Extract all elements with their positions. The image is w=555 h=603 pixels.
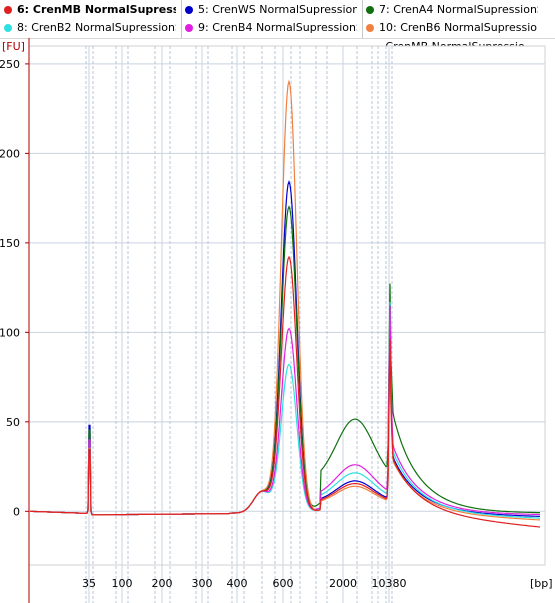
x-tick-label: 2000	[329, 577, 357, 590]
legend-label: 8: CrenB2 NormalSupressionSi...	[17, 21, 176, 34]
legend-color-dot-icon	[185, 24, 193, 32]
y-tick-label: 150	[0, 237, 20, 250]
legend-item[interactable]: 6: CrenMB NormalSupressi...	[0, 1, 176, 19]
x-tick-label: 600	[273, 577, 294, 590]
y-tick-label: 200	[0, 147, 20, 160]
legend-label: 5: CrenWS NormalSupression...	[198, 3, 357, 16]
legend-label: 6: CrenMB NormalSupressi...	[17, 3, 176, 16]
x-axis-label: [bp]	[530, 577, 553, 590]
legend-color-dot-icon	[366, 24, 374, 32]
series-line	[30, 255, 541, 528]
y-tick-label: 50	[6, 416, 20, 429]
legend-color-dot-icon	[366, 6, 374, 14]
x-tick-label: 35	[82, 577, 96, 590]
legend-label: 9: CrenB4 NormalSupressionSi...	[198, 21, 357, 34]
x-tick-label: 300	[192, 577, 213, 590]
y-tick-label: 250	[0, 58, 20, 71]
legend-item[interactable]: 7: CrenA4 NormalSupressionS...	[360, 1, 538, 19]
x-tick-label: 400	[227, 577, 248, 590]
legend-item[interactable]: 5: CrenWS NormalSupression...	[179, 1, 357, 19]
legend-item[interactable]: 10: CrenB6 NormalSupressionSi...	[360, 19, 538, 37]
legend-color-dot-icon	[185, 6, 193, 14]
x-tick-label: 200	[152, 577, 173, 590]
y-tick-label: 100	[0, 326, 20, 339]
legend-color-dot-icon	[4, 24, 12, 32]
legend-separator	[362, 0, 363, 38]
electropherogram-chart: 0 50 100 150 200 250 [FU] 35 100 200 300 400 600 2000…	[0, 38, 553, 603]
plot-area	[28, 45, 546, 566]
legend-label: 10: CrenB6 NormalSupressionSi...	[379, 21, 538, 34]
legend-panel: 6: CrenMB NormalSupressi... 5: CrenWS Nor…	[0, 0, 555, 39]
legend-label: 7: CrenA4 NormalSupressionS...	[379, 3, 538, 16]
x-tick-label: 100	[112, 577, 133, 590]
legend-item[interactable]: 8: CrenB2 NormalSupressionSi...	[0, 19, 176, 37]
legend-item[interactable]: 9: CrenB4 NormalSupressionSi...	[179, 19, 357, 37]
y-axis-label: [FU]	[2, 40, 25, 53]
legend-color-dot-icon	[4, 6, 12, 14]
y-tick-label: 0	[13, 505, 20, 518]
legend-separator	[181, 0, 182, 38]
x-tick-label: 10380	[372, 577, 407, 590]
